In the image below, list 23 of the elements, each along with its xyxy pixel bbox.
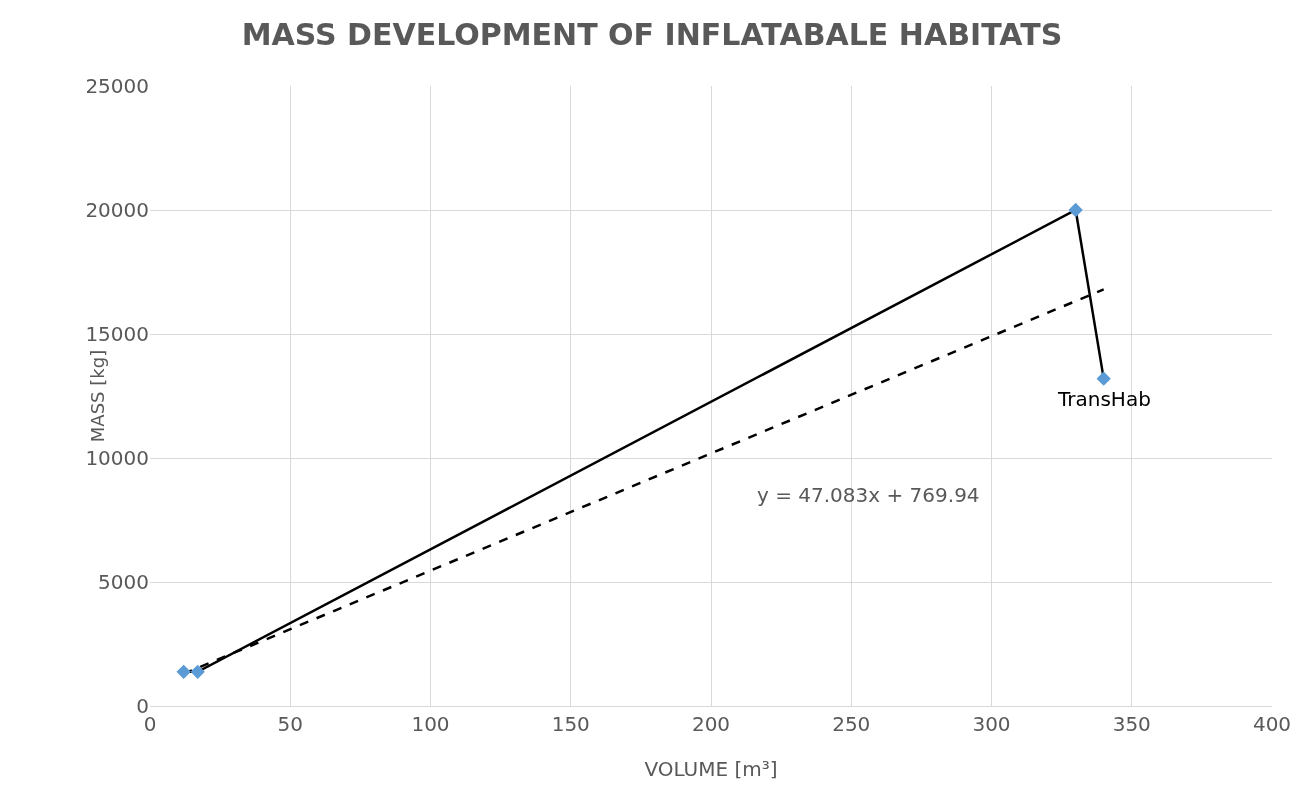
y-tick-label: 10000: [85, 446, 149, 470]
y-tick-label: 20000: [85, 198, 149, 222]
x-tick-label: 400: [1252, 712, 1292, 736]
annotation: y = 47.083x + 769.94: [757, 483, 980, 507]
point: [190, 664, 205, 679]
y-tick-label: 15000: [85, 322, 149, 346]
point: [176, 664, 191, 679]
point: [1096, 371, 1111, 386]
x-tick-label: 300: [972, 712, 1011, 736]
chart-title: MASS DEVELOPMENT OF INFLATABALE HABITATS: [241, 17, 1063, 53]
x-tick-label: 150: [551, 712, 590, 736]
x-tick-label: 200: [691, 712, 731, 736]
x-axis-title: VOLUME [m³]: [644, 757, 778, 781]
y-axis-title: MASS [kg]: [87, 349, 108, 443]
y-tick-label: 0: [136, 694, 149, 718]
x-tick-label: 350: [1112, 712, 1151, 736]
y-tick-label: 5000: [98, 570, 149, 594]
x-tick-label: 100: [411, 712, 450, 736]
point: [1068, 202, 1083, 218]
y-tick-label: 25000: [85, 74, 149, 98]
x-tick-label: 50: [277, 712, 303, 736]
annotation: TransHab: [1057, 387, 1151, 411]
x-tick-label: 250: [832, 712, 871, 736]
